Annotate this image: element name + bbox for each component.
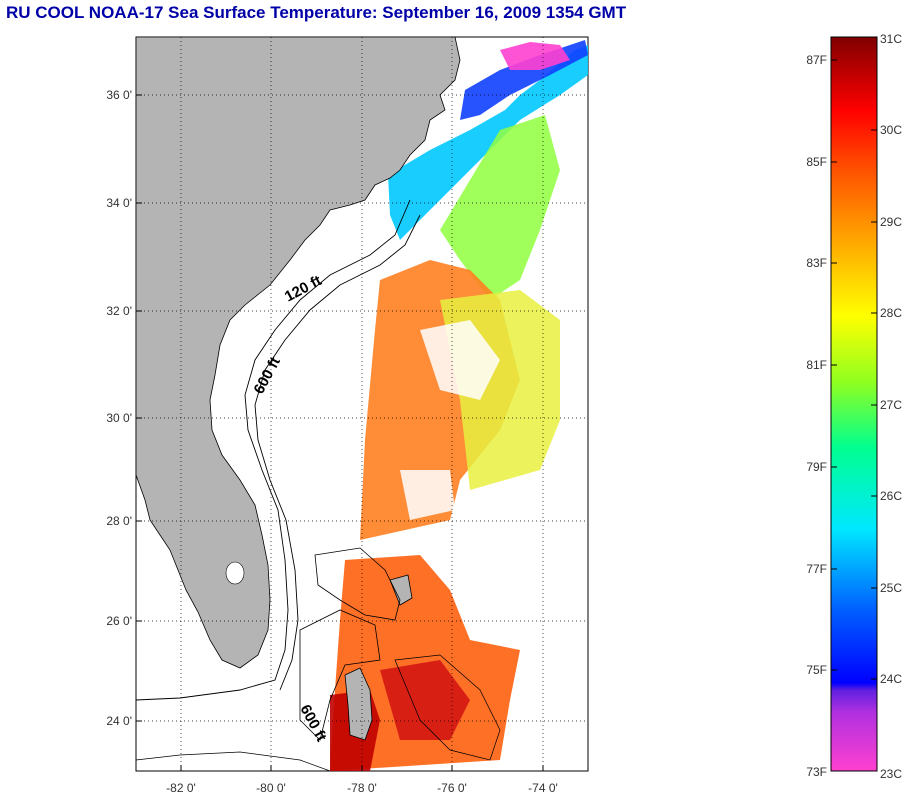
sst-swath-north-magenta xyxy=(500,42,570,70)
map-content: 120 ft 600 ft 600 ft xyxy=(136,37,588,771)
us-landmass xyxy=(136,37,461,669)
colorbar-c-label: 24C xyxy=(880,672,902,686)
lat-tick-label: 34 0' xyxy=(106,196,132,210)
colorbar xyxy=(830,36,878,772)
bahamas-island-2 xyxy=(389,574,413,606)
colorbar-c-label: 29C xyxy=(880,215,902,229)
map-title: RU COOL NOAA-17 Sea Surface Temperature:… xyxy=(6,3,627,22)
lat-tick-label: 26 0' xyxy=(106,614,132,628)
colorbar-ticks xyxy=(831,59,877,680)
colorbar-f-label: 83F xyxy=(806,256,827,270)
colorbar-c-label: 28C xyxy=(880,306,902,320)
bahamas-island-1 xyxy=(344,667,373,741)
lat-gridlines xyxy=(136,94,588,722)
colorbar-c-label: 27C xyxy=(880,398,902,412)
colorbar-f-label: 85F xyxy=(806,155,827,169)
lon-tick-label: -82 0' xyxy=(166,781,196,795)
lat-tick-label: 28 0' xyxy=(106,514,132,528)
lat-tick-label: 36 0' xyxy=(106,88,132,102)
lon-tick-label: -78 0' xyxy=(347,781,377,795)
lat-tick-label: 30 0' xyxy=(106,411,132,425)
colorbar-c-label: 31C xyxy=(880,32,902,46)
colorbar-c-label: 30C xyxy=(880,123,902,137)
colorbar-f-label: 79F xyxy=(806,460,827,474)
lon-tick-label: -76 0' xyxy=(437,781,467,795)
axis-ticks xyxy=(136,94,544,771)
colorbar-c-label: 23C xyxy=(880,767,902,781)
sst-swath-north xyxy=(388,45,588,240)
colorbar-f-label: 75F xyxy=(806,663,827,677)
sst-swath-red-east xyxy=(380,660,470,740)
colorbar-f-label: 77F xyxy=(806,562,827,576)
colorbar-f-label: 73F xyxy=(806,765,827,779)
sst-swath-gulfstream xyxy=(440,115,560,300)
colorbar-c-label: 26C xyxy=(880,489,902,503)
lat-tick-label: 32 0' xyxy=(106,304,132,318)
lat-tick-label: 24 0' xyxy=(106,714,132,728)
colorbar-f-label: 81F xyxy=(806,358,827,372)
colorbar-c-label: 25C xyxy=(880,581,902,595)
lon-tick-label: -80 0' xyxy=(256,781,286,795)
lon-tick-label: -74 0' xyxy=(528,781,558,795)
colorbar-f-label: 87F xyxy=(806,53,827,67)
